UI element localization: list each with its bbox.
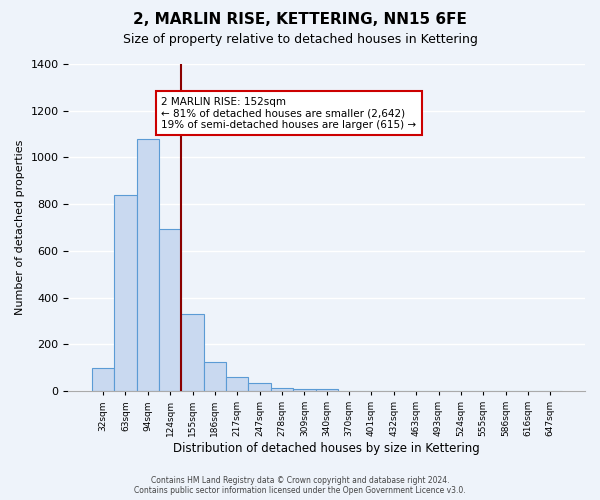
Bar: [248, 383, 271, 391]
Bar: [92, 368, 114, 391]
Text: Size of property relative to detached houses in Kettering: Size of property relative to detached ho…: [122, 32, 478, 46]
X-axis label: Distribution of detached houses by size in Kettering: Distribution of detached houses by size …: [173, 442, 480, 455]
Bar: [114, 195, 137, 391]
Text: 2 MARLIN RISE: 152sqm
← 81% of detached houses are smaller (2,642)
19% of semi-d: 2 MARLIN RISE: 152sqm ← 81% of detached …: [161, 96, 416, 130]
Bar: [137, 139, 159, 391]
Bar: [204, 362, 226, 391]
Y-axis label: Number of detached properties: Number of detached properties: [15, 140, 25, 315]
Bar: [226, 377, 248, 391]
Bar: [293, 388, 316, 391]
Bar: [271, 388, 293, 391]
Text: Contains HM Land Registry data © Crown copyright and database right 2024.
Contai: Contains HM Land Registry data © Crown c…: [134, 476, 466, 495]
Text: 2, MARLIN RISE, KETTERING, NN15 6FE: 2, MARLIN RISE, KETTERING, NN15 6FE: [133, 12, 467, 28]
Bar: [159, 228, 181, 391]
Bar: [181, 314, 204, 391]
Bar: [316, 388, 338, 391]
